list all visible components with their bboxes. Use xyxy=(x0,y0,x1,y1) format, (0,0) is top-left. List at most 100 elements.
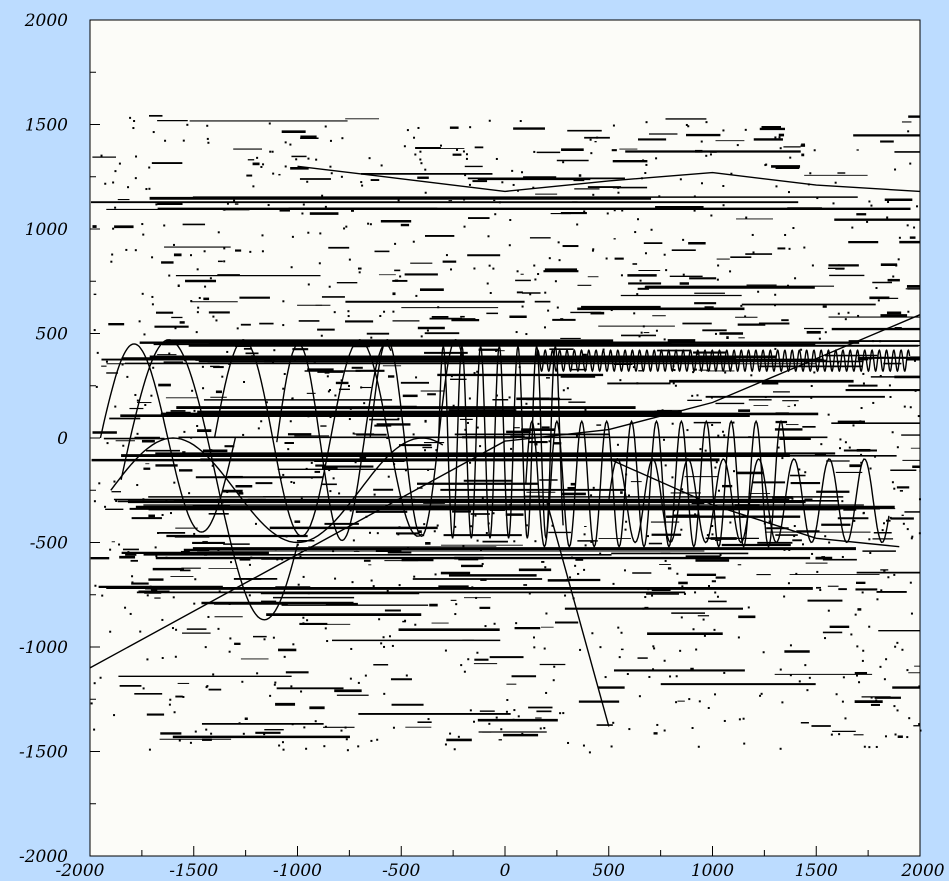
trace-dot xyxy=(513,709,516,712)
trace-dot xyxy=(305,467,308,470)
trace-dot xyxy=(509,503,512,506)
trace-dot xyxy=(872,340,875,343)
series-line-9 xyxy=(525,419,786,549)
series-line-10 xyxy=(608,457,890,544)
trace-dot xyxy=(221,501,224,504)
trace-dot xyxy=(646,535,649,538)
trace-dot xyxy=(694,368,697,371)
trace-dot xyxy=(368,157,371,160)
trace-dot xyxy=(161,618,164,621)
trace-dot xyxy=(303,726,306,729)
trace-dot xyxy=(906,736,909,739)
trace-dot xyxy=(281,558,284,561)
trace-dot xyxy=(210,449,213,452)
trace-dot xyxy=(859,420,862,423)
trace-dot xyxy=(692,628,695,631)
trace-dot xyxy=(914,389,917,392)
trace-dot xyxy=(180,735,183,738)
trace-dot xyxy=(272,361,275,364)
trace-dot xyxy=(329,139,332,142)
trace-dot xyxy=(880,589,883,592)
trace-dot xyxy=(566,387,569,390)
trace-dot xyxy=(338,492,341,495)
trace-dot xyxy=(302,203,305,206)
trace-dot xyxy=(125,248,128,251)
trace-dot xyxy=(344,726,347,729)
trace-dot xyxy=(348,258,351,261)
trace-dot xyxy=(476,651,479,654)
trace-dot xyxy=(875,745,878,748)
trace-dot xyxy=(98,482,101,485)
trace-dot xyxy=(870,357,873,360)
trace-dot xyxy=(553,665,556,668)
trace-dot xyxy=(868,200,871,203)
y-tick-label: 500 xyxy=(36,325,69,345)
trace-dot xyxy=(217,627,220,630)
trace-dot xyxy=(606,212,609,215)
trace-dot xyxy=(781,457,784,460)
trace-dot xyxy=(798,468,801,471)
trace-dot xyxy=(256,672,259,675)
trace-dot xyxy=(465,157,468,160)
trace-dot xyxy=(155,203,158,206)
trace-dot xyxy=(744,128,747,131)
y-tick-label: -2000 xyxy=(19,847,68,867)
trace-dot xyxy=(454,613,457,616)
trace-dot xyxy=(300,690,303,693)
trace-dot xyxy=(268,122,271,125)
trace-dot xyxy=(638,695,641,698)
trace-dot xyxy=(340,175,343,178)
trace-dot xyxy=(204,646,207,649)
trace-dot xyxy=(406,129,409,132)
trace-dot xyxy=(370,739,373,742)
y-tick-labels: -2000 -1500 -1000 -500 0 500 1000 1500 2… xyxy=(19,11,68,867)
trace-dot xyxy=(795,572,798,575)
trace-dot xyxy=(484,625,487,628)
trace-dot xyxy=(810,384,813,387)
trace-dot xyxy=(405,674,408,677)
trace-dot xyxy=(858,681,861,684)
trace-dot xyxy=(326,640,329,643)
trace-dot xyxy=(427,718,430,721)
trace-dot xyxy=(167,454,170,457)
trace-dot xyxy=(910,612,913,615)
trace-dot xyxy=(681,585,684,588)
trace-dot xyxy=(813,149,816,152)
trace-dot xyxy=(722,204,725,207)
trace-dot xyxy=(711,524,714,527)
trace-dot xyxy=(314,720,317,723)
trace-dot xyxy=(841,500,844,503)
trace-dot xyxy=(267,204,270,207)
series-line-2 xyxy=(297,165,921,193)
trace-dot xyxy=(283,372,286,375)
trace-dot xyxy=(524,406,527,409)
trace-dot xyxy=(251,355,254,358)
trace-dot xyxy=(383,310,386,313)
trace-dot xyxy=(885,658,888,661)
trace-dot xyxy=(862,649,865,652)
trace-dot xyxy=(433,530,436,533)
trace-dot xyxy=(663,338,666,341)
trace-dot xyxy=(263,638,266,641)
trace-dot xyxy=(93,728,96,731)
trace-dot xyxy=(533,150,536,153)
trace-dot xyxy=(152,366,155,369)
trace-dot xyxy=(691,726,694,729)
trace-dot xyxy=(291,397,294,400)
trace-dot xyxy=(139,630,142,633)
trace-dot xyxy=(474,514,477,517)
trace-dot xyxy=(637,218,640,221)
trace-dot xyxy=(543,326,546,329)
trace-dot xyxy=(623,569,626,572)
trace-dot xyxy=(424,191,427,194)
trace-dot xyxy=(808,676,811,679)
trace-dot xyxy=(93,329,96,332)
trace-dot xyxy=(326,375,329,378)
trace-dot xyxy=(775,185,778,188)
trace-dot xyxy=(610,309,613,312)
trace-dot xyxy=(307,592,310,595)
trace-dot xyxy=(215,319,218,322)
trace-dot xyxy=(290,266,293,269)
trace-dot xyxy=(644,596,647,599)
trace-dot xyxy=(210,732,213,735)
